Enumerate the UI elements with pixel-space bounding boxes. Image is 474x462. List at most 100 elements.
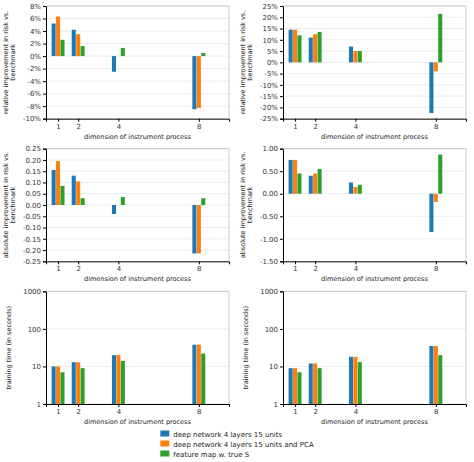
tick-mark (355, 404, 356, 407)
series (60, 186, 205, 205)
tick-mark (315, 261, 316, 264)
y-tick: -25% (260, 115, 283, 123)
tick-mark (43, 171, 46, 172)
tick-mark (58, 119, 59, 122)
bar (297, 35, 301, 62)
bar (309, 38, 313, 63)
tick-label: -0.15 (23, 236, 41, 244)
grid (46, 291, 229, 404)
tick-label: -2% (27, 65, 41, 73)
bar (116, 205, 120, 206)
tick-mark (43, 44, 46, 45)
panel: -0.25-0.20-0.15-0.10-0.050.000.050.100.1… (2, 145, 230, 283)
axis-line (47, 262, 230, 265)
y-axis: -0.25-0.20-0.15-0.10-0.050.000.050.100.1… (23, 145, 47, 266)
x-tick: 1 (293, 261, 297, 273)
bar (201, 354, 205, 404)
bar (197, 56, 201, 108)
tick-label: -10% (260, 82, 278, 90)
bar (353, 187, 357, 194)
series (52, 345, 197, 404)
y-tick: 20% (262, 14, 283, 22)
axis-line (284, 119, 467, 122)
series (289, 346, 434, 404)
frame (283, 6, 466, 119)
tick-mark (280, 216, 283, 217)
x-tick: 2 (313, 261, 317, 273)
bar (192, 345, 196, 404)
tick-label: 4 (354, 408, 359, 416)
tick-label: 2 (76, 265, 80, 273)
legend-item: feature map w. true S (160, 451, 249, 459)
tick-label: 25% (262, 3, 278, 11)
y-tick: -20% (260, 104, 283, 112)
tick-mark (280, 17, 283, 18)
y-tick: -8% (27, 103, 46, 111)
bar (358, 362, 362, 404)
x-tick: 4 (117, 261, 122, 273)
x-axis: 1248 (284, 119, 467, 131)
series (293, 30, 438, 72)
tick-label: 0.25 (25, 145, 41, 153)
axis-line (47, 405, 230, 408)
x-axis-label: dimension of instrument process (321, 418, 428, 426)
tick-mark (78, 261, 79, 264)
bar (313, 173, 317, 193)
tick-label: 2 (313, 265, 317, 273)
panel: 11010010001248dimension of instrument pr… (5, 288, 229, 426)
y-tick: 5% (267, 48, 283, 56)
x-tick: 2 (313, 404, 317, 416)
y-axis: 1101001000 (260, 288, 283, 409)
x-axis: 1248 (47, 261, 230, 273)
y-axis-label: absolute improvement in risk vs.benchmar… (239, 152, 254, 259)
tick-mark (78, 119, 79, 122)
bar (192, 205, 196, 253)
bar (429, 62, 433, 113)
bar (201, 198, 205, 205)
bar (293, 368, 297, 404)
y-tick: -0.15 (23, 236, 46, 244)
tick-label: 100 (28, 326, 41, 334)
grid (46, 6, 229, 119)
tick-label: 1 (56, 265, 60, 273)
tick-label: 0% (267, 59, 278, 67)
y-tick: 0.05 (25, 190, 46, 198)
series (289, 30, 434, 113)
grid-line (46, 328, 229, 329)
tick-label: 8 (197, 408, 201, 416)
bar (309, 176, 313, 194)
tick-mark (43, 182, 46, 183)
x-tick: 1 (56, 119, 60, 131)
bar (52, 24, 56, 57)
bar (81, 368, 85, 404)
tick-label: 2 (313, 408, 317, 416)
chart-root: -10%-8%-6%-4%-2%0%2%4%6%8%1248dimension … (0, 0, 474, 462)
grid-line (46, 18, 229, 19)
y-tick: 100 (265, 326, 283, 334)
tick-mark (118, 261, 119, 264)
tick-mark (280, 62, 283, 63)
y-tick: 0% (30, 53, 46, 61)
grid-line (46, 159, 229, 160)
series (60, 40, 205, 56)
axis-line (43, 149, 47, 262)
bar (81, 198, 85, 205)
y-tick: 100 (28, 326, 46, 334)
tick-mark (280, 404, 283, 405)
legend-label: deep network 4 layers 15 units and PCA (173, 441, 314, 449)
tick-mark (43, 19, 46, 20)
grid-line (46, 171, 229, 172)
panel: -1.50-1.00-0.500.000.501.001248dimension… (239, 145, 467, 283)
bar (72, 30, 76, 56)
tick-label: 1 (293, 408, 297, 416)
series (56, 345, 201, 404)
tick-label: 4 (354, 123, 359, 131)
tick-mark (280, 6, 283, 7)
frame (46, 149, 229, 262)
tick-label: -0.25 (23, 258, 41, 266)
axis-line (284, 405, 467, 408)
x-axis-label: dimension of instrument process (84, 275, 191, 283)
legend-swatch (160, 451, 169, 457)
bar (121, 197, 125, 205)
panel: 11010010001248dimension of instrument pr… (242, 288, 466, 426)
